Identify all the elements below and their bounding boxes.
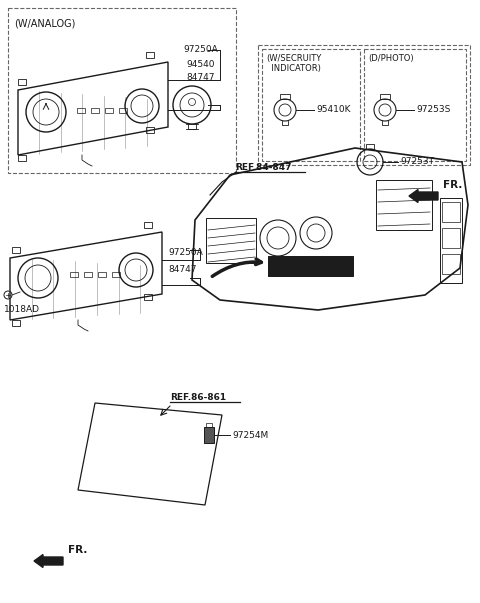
Bar xyxy=(144,222,152,228)
Bar xyxy=(8,8,236,173)
Bar xyxy=(442,202,460,222)
Bar xyxy=(206,423,212,427)
Text: 95410K: 95410K xyxy=(316,106,350,115)
Bar xyxy=(91,108,99,113)
Bar xyxy=(380,94,390,99)
Bar xyxy=(206,218,256,263)
Text: REF.84-847: REF.84-847 xyxy=(235,163,291,172)
Text: FR.: FR. xyxy=(68,545,87,555)
Text: FR.: FR. xyxy=(443,180,462,190)
Text: 84747: 84747 xyxy=(168,265,196,274)
Bar xyxy=(442,228,460,248)
Bar xyxy=(112,272,120,277)
Bar xyxy=(204,427,214,443)
Bar xyxy=(98,272,106,277)
Bar xyxy=(364,49,466,161)
Text: INDICATOR): INDICATOR) xyxy=(266,64,321,73)
Bar xyxy=(18,79,26,85)
Text: 97250A: 97250A xyxy=(183,45,218,54)
Bar xyxy=(70,272,78,277)
FancyArrow shape xyxy=(409,189,438,203)
Text: 97253S: 97253S xyxy=(416,106,450,115)
Bar xyxy=(262,49,360,161)
Bar xyxy=(144,294,152,300)
Bar xyxy=(268,256,353,276)
Bar xyxy=(77,108,85,113)
Bar xyxy=(12,320,20,326)
Bar xyxy=(442,254,460,274)
Bar xyxy=(18,155,26,161)
FancyArrow shape xyxy=(34,555,63,567)
Bar xyxy=(366,144,374,149)
Text: 97254M: 97254M xyxy=(232,431,268,440)
Text: REF.86-861: REF.86-861 xyxy=(170,393,226,402)
Text: (D/PHOTO): (D/PHOTO) xyxy=(368,54,414,63)
Bar xyxy=(258,45,470,165)
Bar xyxy=(376,180,432,230)
Bar xyxy=(280,94,290,99)
Bar xyxy=(146,52,154,58)
Bar xyxy=(84,272,92,277)
Text: 1018AD: 1018AD xyxy=(4,305,40,314)
Text: 97253T: 97253T xyxy=(400,157,434,166)
Text: 97250A: 97250A xyxy=(168,248,203,257)
Text: 94540: 94540 xyxy=(186,60,215,69)
Bar xyxy=(146,127,154,133)
Bar xyxy=(12,247,20,253)
Bar xyxy=(119,108,127,113)
Text: (W/ANALOG): (W/ANALOG) xyxy=(14,18,75,28)
Bar xyxy=(440,198,462,283)
Text: (W/SECRUITY: (W/SECRUITY xyxy=(266,54,321,63)
Bar xyxy=(105,108,113,113)
Text: 84747: 84747 xyxy=(186,73,215,82)
